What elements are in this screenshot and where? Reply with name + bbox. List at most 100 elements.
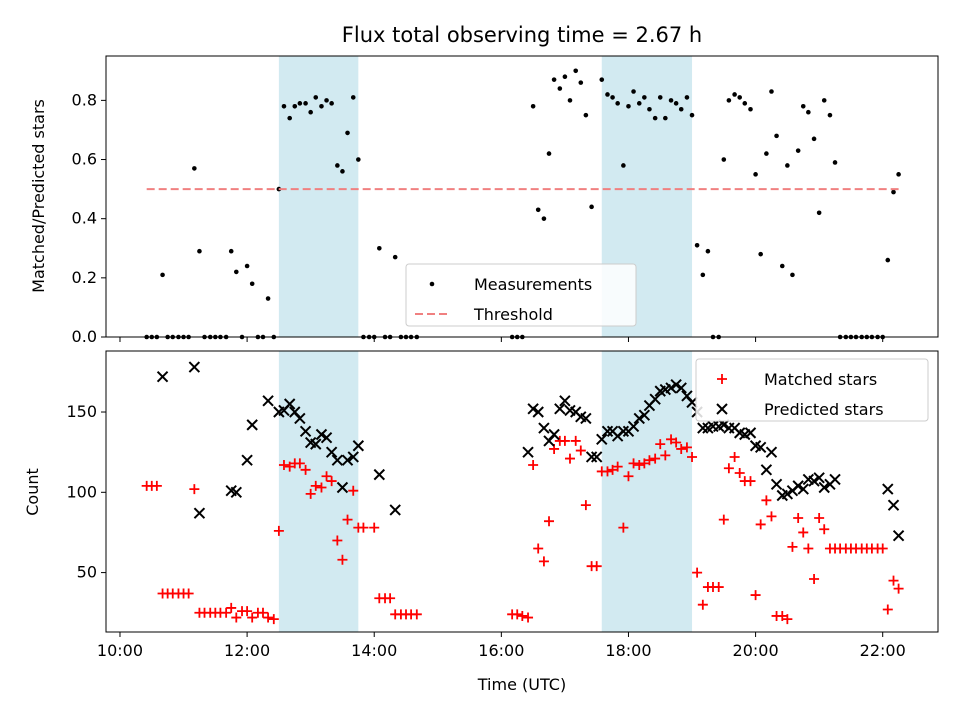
y-tick-label: 50 [77,563,97,582]
data-point [753,172,758,177]
legend-label: Matched stars [764,370,877,389]
data-point [197,248,202,254]
x-tick-label: 16:00 [478,641,524,660]
data-point [774,133,779,139]
data-point [675,382,687,394]
data-point [348,485,359,496]
data-point [342,514,353,525]
data-point [808,475,820,487]
data-point [882,483,894,495]
data-point [596,433,608,446]
data-point [188,361,201,373]
data-point [305,488,316,499]
data-point [665,382,677,394]
data-point [721,157,727,162]
data-point [326,476,337,487]
data-point [544,516,555,527]
data-point [554,403,566,415]
y-tick-label: 0.8 [72,90,97,109]
legend: Matched stars Predicted stars [695,358,929,422]
legend-label: Predicted stars [764,400,884,419]
data-point [589,204,594,210]
data-point [221,607,232,618]
data-point [655,439,666,450]
data-point [249,281,255,287]
data-point [373,468,386,481]
x-axis-label: Time (UTC) [477,675,566,694]
data-point [882,604,893,615]
data-point [628,458,639,469]
data-point [681,442,692,453]
data-point [527,403,539,415]
x-tick-label: 14:00 [351,641,397,660]
data-point [557,86,563,91]
data-point [313,95,319,100]
legend-box [405,263,637,327]
x-tick-label: 22:00 [860,641,906,660]
data-point [602,466,613,477]
data-point [538,422,550,434]
data-point [273,525,284,536]
data-point [760,464,773,476]
data-point [281,103,287,109]
data-point [287,115,292,121]
data-point [564,453,575,464]
data-point [666,434,677,445]
data-point [345,130,350,136]
data-point [785,163,790,168]
data-point [377,245,382,251]
data-point [764,151,769,156]
data-point [813,472,825,484]
data-point [283,398,296,410]
data-point [319,103,324,109]
data-point [697,599,708,610]
data-point [621,163,626,168]
data-point [891,189,896,195]
data-point [601,425,614,437]
data-point [765,446,778,458]
data-point [559,435,570,446]
data-point [512,609,523,620]
data-point [546,151,552,156]
data-point [257,607,268,618]
data-point [233,269,239,275]
data-point [647,106,652,112]
data-point [607,464,618,475]
data-point [792,480,804,492]
legend-marker [716,403,728,415]
legend: Measurements Threshold [405,263,637,327]
data-point [657,95,663,100]
data-point [750,590,761,601]
data-point [689,112,695,118]
data-point [385,593,396,604]
data-point [893,583,904,594]
data-point [278,460,289,471]
data-point [247,612,258,623]
data-point [325,446,338,458]
data-point [284,461,295,472]
data-point [634,460,645,471]
data-point [744,427,757,439]
data-point [263,612,274,623]
data-point [660,450,671,461]
data-point [532,406,544,418]
data-point [745,476,756,487]
data-point [262,395,274,407]
data-point [713,582,724,593]
data-point [642,95,647,100]
observing-window-1 [278,56,359,337]
data-point [618,522,629,533]
data-point [748,106,753,112]
data-point [832,160,838,165]
data-point [230,486,243,499]
data-point [347,451,359,463]
data-point [726,98,732,103]
data-point [192,166,197,171]
data-point [183,588,194,599]
data-point [800,103,806,109]
data-point [392,254,398,260]
data-point [517,610,528,621]
data-point [755,519,766,530]
data-point [562,74,568,80]
legend-label: Measurements [474,275,592,294]
